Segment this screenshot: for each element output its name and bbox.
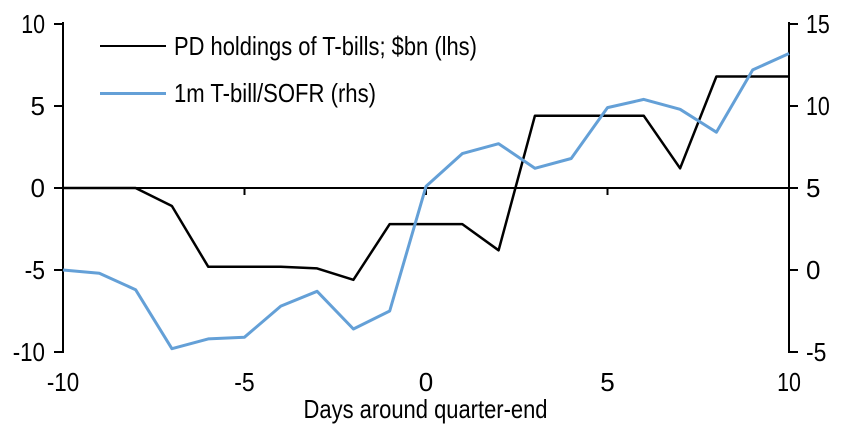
series-line-tbill-sofr (62, 52, 790, 351)
right-axis-tick-label: -5 (806, 337, 826, 367)
legend-label-tbill-sofr: 1m T-bill/SOFR (rhs) (174, 78, 376, 108)
legend-line-swatch-pd-holdings (100, 44, 166, 47)
right-axis-tick-label: 10 (806, 91, 830, 121)
x-axis-tick-label: -5 (234, 367, 254, 397)
x-axis-tick-label: 10 (777, 367, 801, 397)
left-axis-tick-label: 0 (31, 173, 45, 203)
series-line-pd-holdings (63, 75, 789, 282)
x-axis-tick-label: -10 (47, 367, 79, 397)
right-axis-tick-label: 5 (806, 173, 820, 203)
left-axis-tick-label: 10 (21, 9, 45, 39)
legend-label-pd-holdings: PD holdings of T-bills; $bn (lhs) (174, 31, 477, 61)
left-axis-tick-label: 5 (31, 91, 45, 121)
left-axis-tick-label: -5 (25, 255, 45, 285)
x-axis-title-row: Days around quarter-end (0, 396, 852, 423)
right-axis-tick-label: 0 (806, 255, 820, 285)
left-axis-tick-label: -10 (13, 337, 45, 367)
x-axis-tick-label: 5 (600, 367, 614, 397)
x-axis-tick-label: 0 (419, 367, 433, 397)
x-axis-title: Days around quarter-end (304, 394, 548, 424)
right-axis-tick-label: 15 (806, 9, 830, 39)
legend-line-swatch-tbill-sofr (100, 91, 166, 95)
